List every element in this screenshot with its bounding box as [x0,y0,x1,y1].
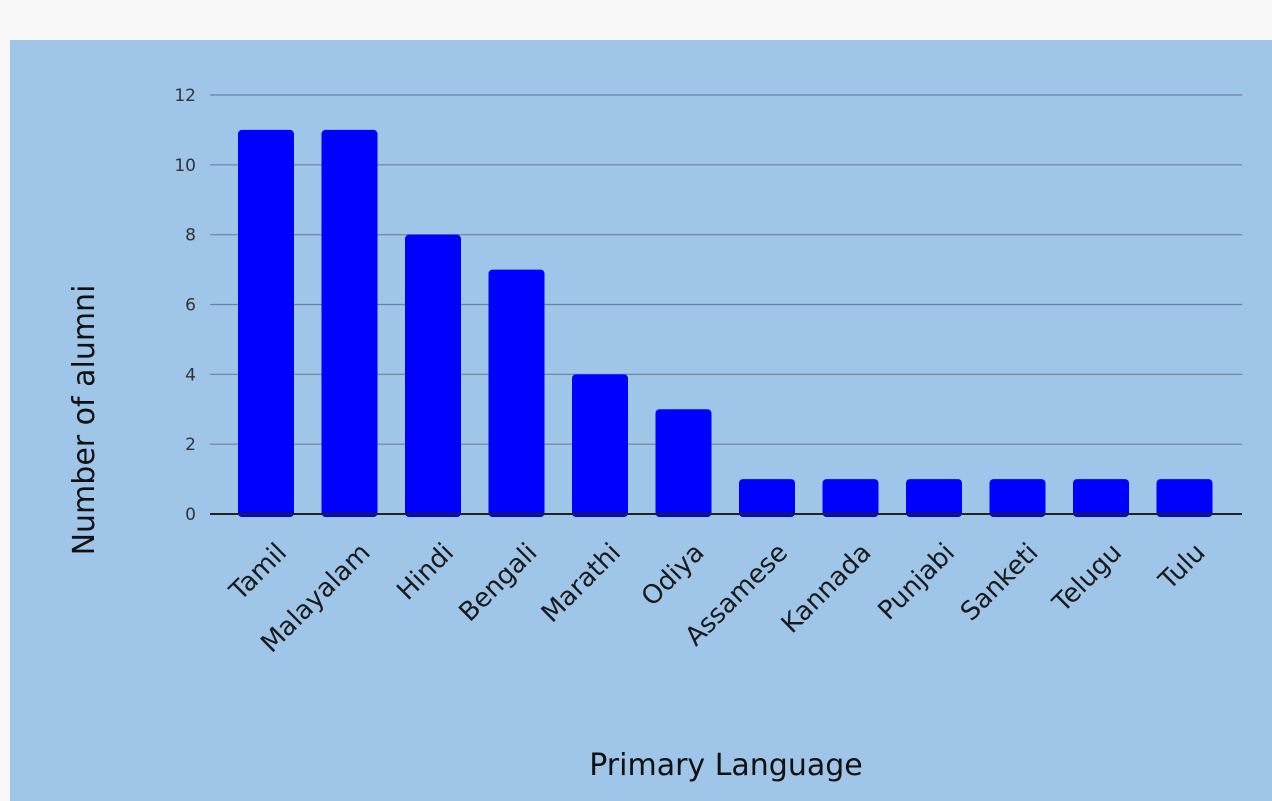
bar-hindi [405,234,461,517]
bar-tamil [238,129,294,517]
bar-bengali [488,269,545,517]
chart-panel: 0 2 4 6 8 10 12 Tamil Malayalam Hindi Bengali Mara… [10,40,1272,801]
bar-kannada [822,479,879,517]
y-tick-label: 4 [185,365,196,385]
bar-tulu [1156,479,1213,517]
y-tick-label: 10 [174,156,196,176]
bar-assamese [739,479,795,517]
bar-malayalam [321,129,378,517]
chart-background [10,40,1272,801]
bar-sanketi [989,479,1046,517]
bars [238,129,1213,517]
y-tick-label: 8 [185,226,196,246]
y-tick-label: 0 [185,505,196,525]
y-tick-label: 2 [185,435,196,455]
y-axis-ticks: 0 2 4 6 8 10 12 [174,86,196,525]
bar-marathi [572,374,628,517]
bar-punjabi [906,479,962,517]
y-axis-title: Number of alumni [67,285,102,556]
bar-odiya [655,409,712,517]
gridlines [210,94,1242,445]
x-axis-title: Primary Language [589,748,863,783]
y-tick-label: 6 [185,296,196,316]
bar-telugu [1073,479,1129,517]
y-tick-label: 12 [174,86,196,106]
